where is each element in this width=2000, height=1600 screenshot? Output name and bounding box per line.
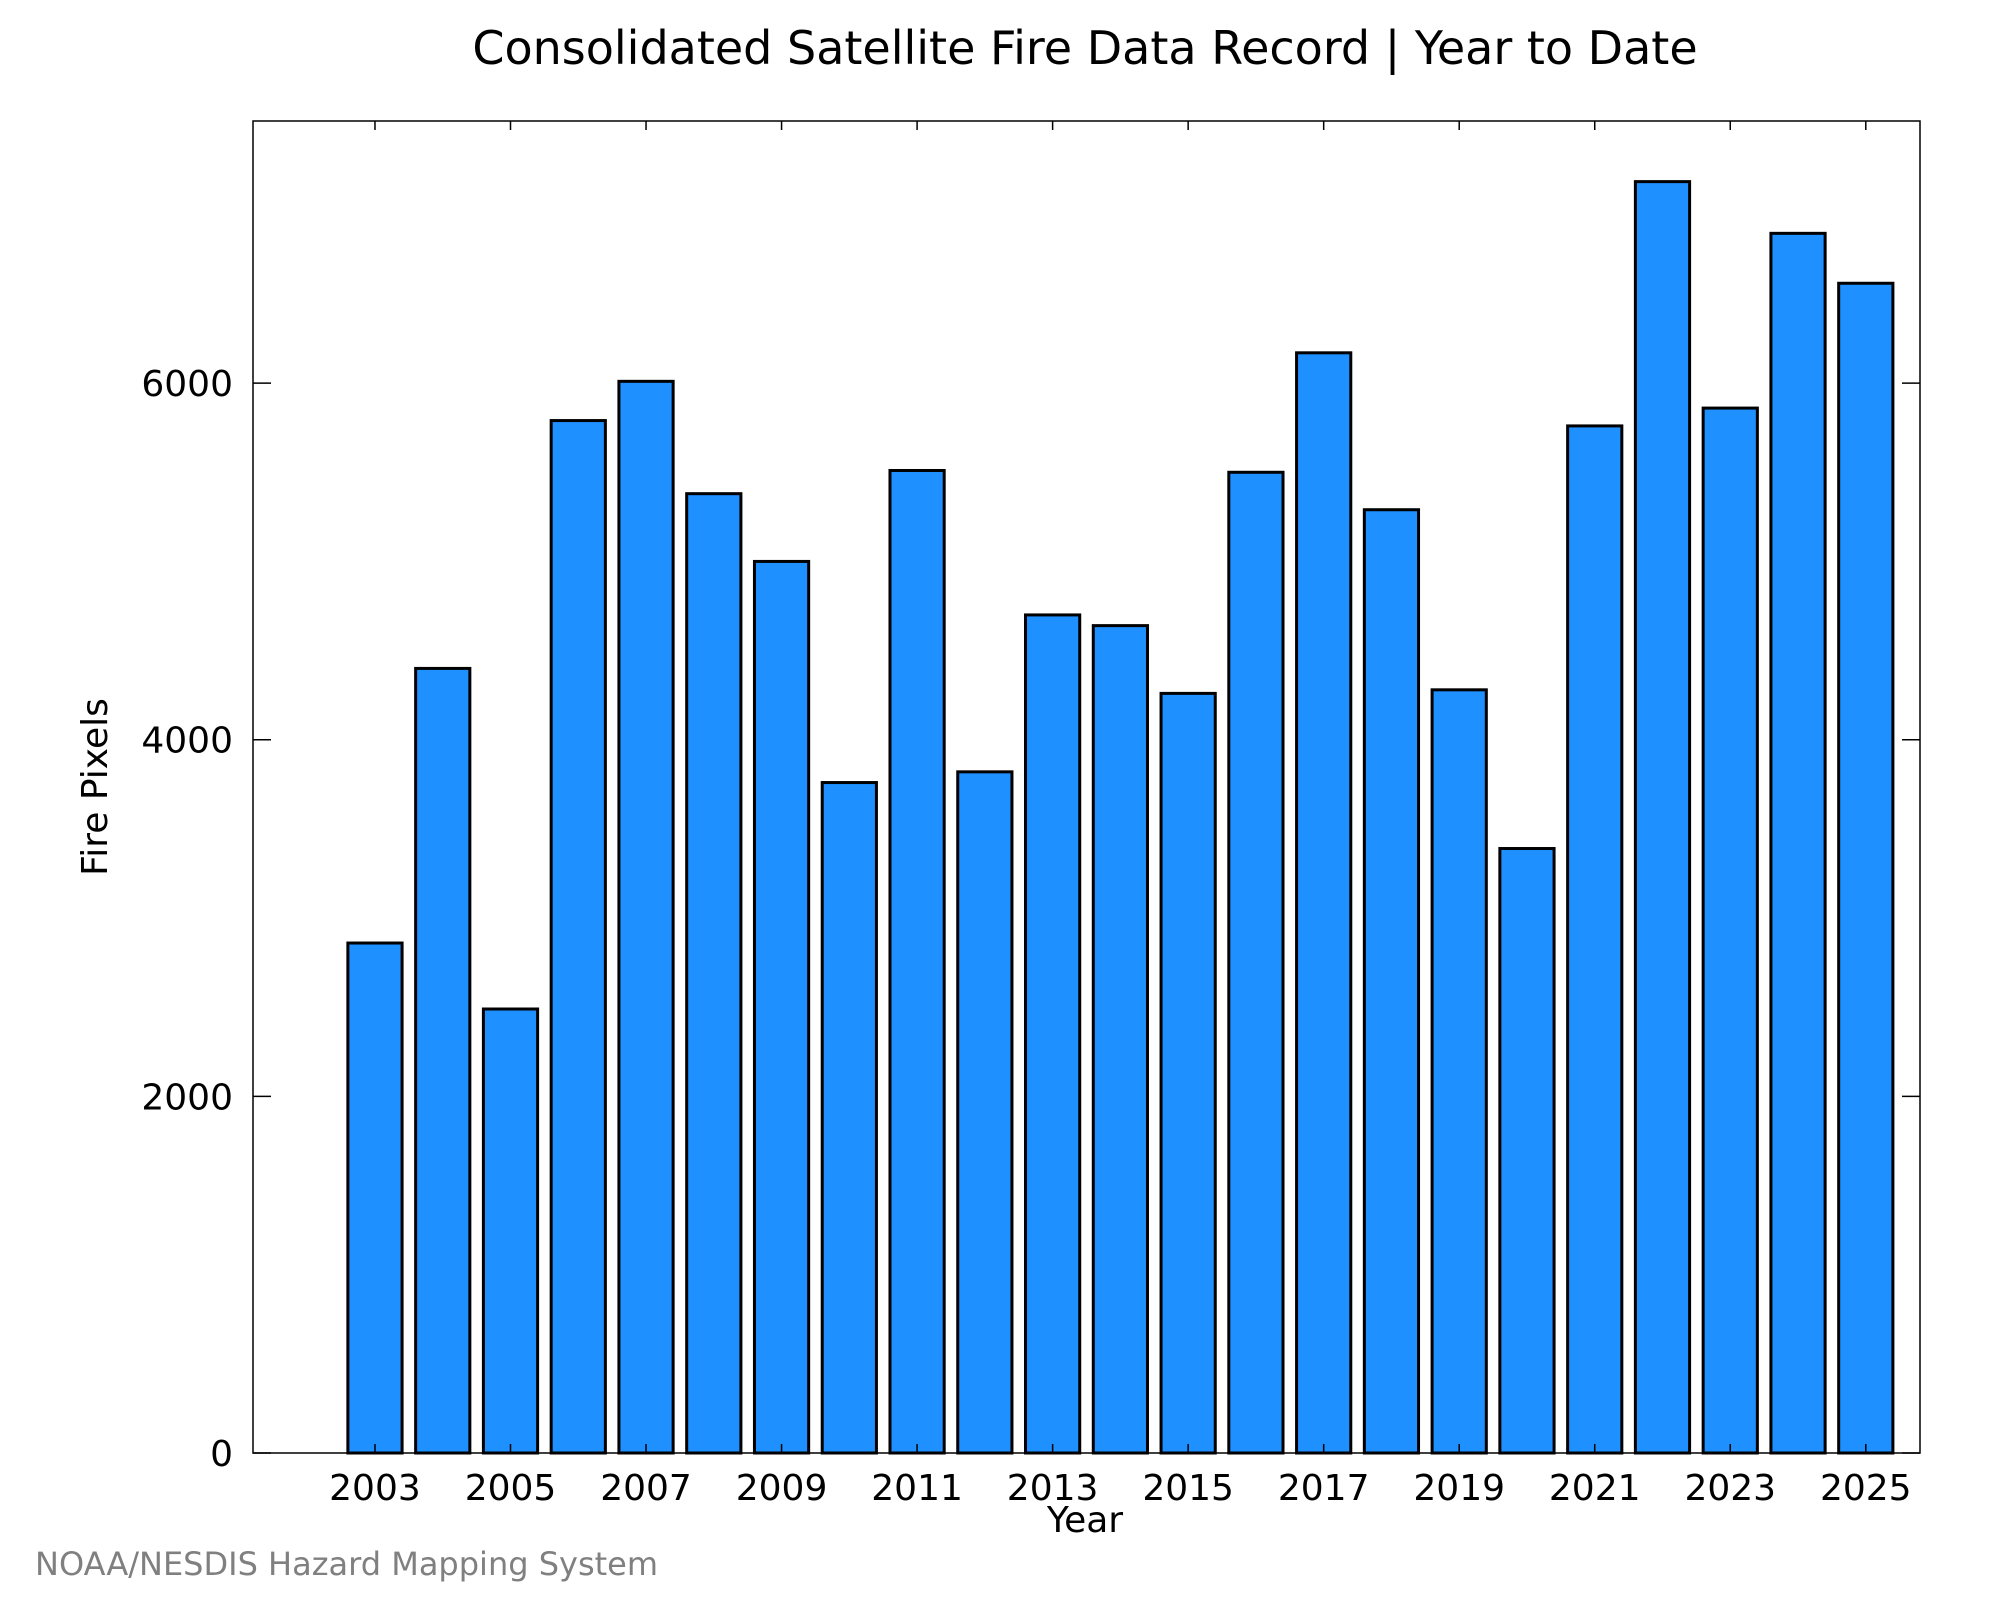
bar-2010 xyxy=(820,781,878,1455)
y-tick-label-0: 0 xyxy=(210,1434,233,1475)
y-tick-label-6000: 6000 xyxy=(141,364,233,405)
bar-2018 xyxy=(1362,508,1421,1455)
bar-2017 xyxy=(1295,351,1353,1455)
bar-2023 xyxy=(1701,406,1759,1455)
bar-2019 xyxy=(1430,688,1488,1455)
bar-2014 xyxy=(1091,624,1149,1455)
bar-2007 xyxy=(617,379,675,1455)
bars-group xyxy=(346,180,1895,1455)
x-tick-label-2019: 2019 xyxy=(1413,1468,1505,1509)
x-tick-label-2009: 2009 xyxy=(736,1468,828,1509)
y-tick-label-2000: 2000 xyxy=(141,1077,233,1118)
x-tick-label-2023: 2023 xyxy=(1684,1468,1776,1509)
bar-2009 xyxy=(752,559,811,1455)
bar-2025 xyxy=(1837,281,1895,1455)
x-tick-label-2015: 2015 xyxy=(1142,1468,1234,1509)
y-axis-ticks: 0 2000 4000 6000 xyxy=(141,364,1920,1475)
bar-2005 xyxy=(481,1007,540,1455)
x-axis-ticks: 2003 2005 2007 2009 2011 2013 2015 2017 2019 2021… xyxy=(329,121,1912,1509)
x-axis-label: Year xyxy=(1046,1500,1123,1541)
bar-2020 xyxy=(1498,847,1556,1455)
bar-2024 xyxy=(1769,231,1827,1455)
bar-2015 xyxy=(1159,691,1217,1455)
bar-2012 xyxy=(956,770,1014,1455)
bar-2006 xyxy=(549,419,607,1455)
x-tick-label-2003: 2003 xyxy=(329,1468,421,1509)
chart-title: Consolidated Satellite Fire Data Record … xyxy=(472,21,1697,76)
bar-2013 xyxy=(1024,613,1082,1455)
bar-2004 xyxy=(414,666,472,1455)
x-tick-label-2005: 2005 xyxy=(465,1468,557,1509)
x-tick-label-2011: 2011 xyxy=(871,1468,963,1509)
x-tick-label-2017: 2017 xyxy=(1278,1468,1370,1509)
bar-2016 xyxy=(1227,470,1285,1455)
y-tick-label-4000: 4000 xyxy=(141,721,233,762)
bar-2008 xyxy=(685,492,743,1455)
bar-2003 xyxy=(346,941,404,1455)
bar-2022 xyxy=(1633,180,1692,1455)
x-tick-label-2021: 2021 xyxy=(1549,1468,1641,1509)
x-tick-label-2025: 2025 xyxy=(1820,1468,1912,1509)
x-tick-label-2013: 2013 xyxy=(1007,1468,1099,1509)
plot-area-frame xyxy=(252,120,1921,1454)
bar-2011 xyxy=(888,468,946,1455)
x-tick-label-2007: 2007 xyxy=(600,1468,692,1509)
y-axis-label: Fire Pixels xyxy=(75,698,116,876)
bar-2021 xyxy=(1566,424,1624,1455)
source-credit: NOAA/NESDIS Hazard Mapping System xyxy=(35,1545,658,1583)
